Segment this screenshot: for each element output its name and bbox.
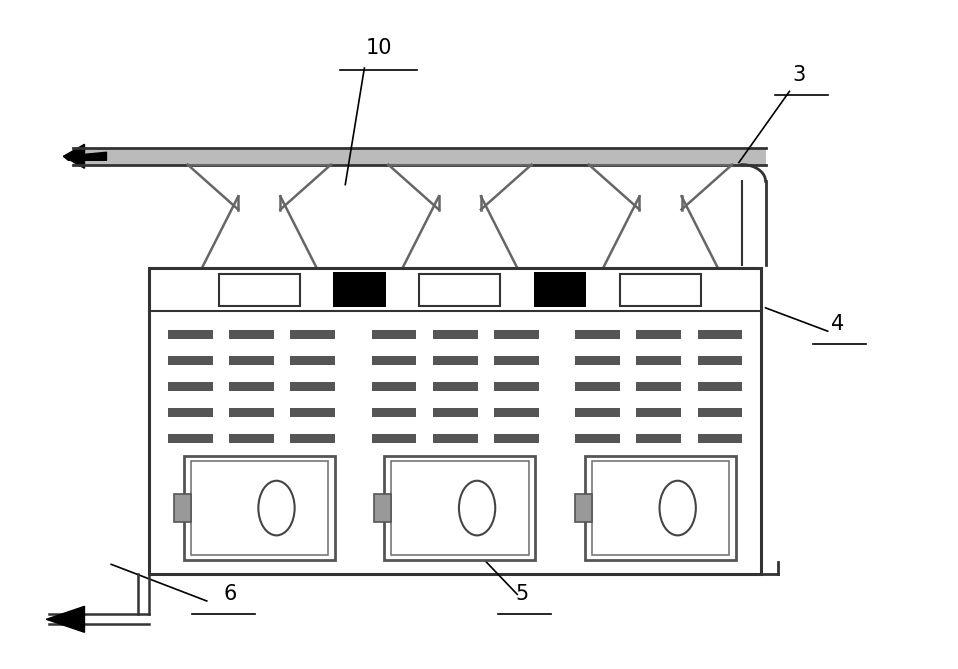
Bar [493,356,538,365]
Ellipse shape [659,481,696,535]
Bar [493,408,538,417]
Bar [420,274,500,306]
Bar [184,456,334,560]
Polygon shape [46,606,84,632]
Bar [372,408,417,417]
Bar [576,356,620,365]
Ellipse shape [259,481,295,535]
Polygon shape [63,153,106,161]
Text: 5: 5 [515,584,529,604]
Bar [229,382,274,391]
Bar [384,456,536,560]
Bar [697,382,742,391]
Polygon shape [63,145,84,169]
Bar [168,330,213,339]
Text: 3: 3 [792,65,806,85]
Bar [168,356,213,365]
Bar [229,434,274,443]
Bar [73,148,765,165]
Bar [697,330,742,339]
Bar [229,330,274,339]
Bar [576,382,620,391]
Bar [290,382,335,391]
Text: 4: 4 [831,314,844,334]
Bar [575,494,592,522]
Text: 10: 10 [365,38,392,58]
Bar [433,382,477,391]
Polygon shape [49,614,149,624]
Bar [620,274,701,306]
Bar [173,494,191,522]
Bar [576,408,620,417]
Bar [391,461,529,555]
Bar [229,356,274,365]
Bar [493,434,538,443]
Bar [576,434,620,443]
Bar [290,434,335,443]
Bar [697,434,742,443]
Bar [585,456,736,560]
Bar [493,382,538,391]
Bar [372,382,417,391]
Bar [534,272,586,307]
Bar [191,461,328,555]
Bar [636,330,681,339]
Bar [636,434,681,443]
Bar [218,274,300,306]
Bar [576,330,620,339]
Ellipse shape [459,481,495,535]
Bar [433,434,477,443]
Bar [433,330,477,339]
Bar [372,356,417,365]
Bar [375,494,391,522]
Bar [290,356,335,365]
Bar [229,408,274,417]
Bar [636,382,681,391]
Bar [697,408,742,417]
Bar [433,356,477,365]
Bar [168,382,213,391]
Bar [290,330,335,339]
Bar [493,330,538,339]
Bar [290,408,335,417]
Bar [592,461,729,555]
Bar [372,434,417,443]
Bar [168,408,213,417]
Bar [697,356,742,365]
Bar [333,272,386,307]
Bar [168,434,213,443]
Bar [433,408,477,417]
Bar [636,408,681,417]
Bar [149,268,761,575]
Text: 6: 6 [224,584,238,604]
Bar [636,356,681,365]
Bar [372,330,417,339]
